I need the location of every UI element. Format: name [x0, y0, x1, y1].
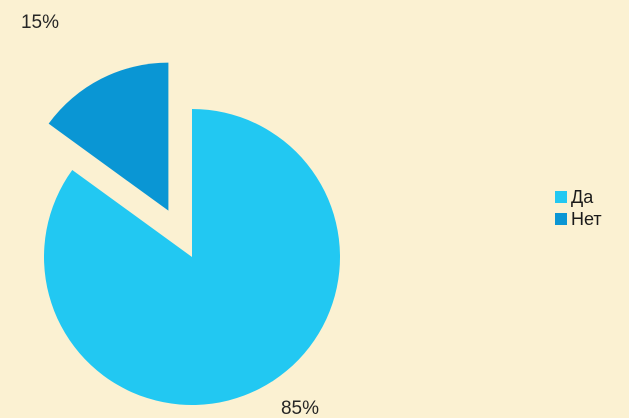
legend-label-net: Нет	[571, 209, 602, 229]
pie-slice-net	[48, 62, 169, 211]
legend-item-net: Нет	[555, 208, 602, 230]
pie-label-net: 15%	[21, 12, 59, 33]
legend-swatch-da	[555, 191, 567, 203]
pie-slices	[43, 62, 340, 405]
pie-slice-da	[43, 109, 340, 405]
pie-label-da: 85%	[281, 398, 319, 418]
pie-data-labels: 85% 15%	[21, 12, 319, 418]
legend-item-da: Да	[555, 186, 602, 208]
legend-swatch-net	[555, 213, 567, 225]
legend-label-da: Да	[571, 187, 594, 207]
legend: Да Нет	[555, 186, 602, 230]
